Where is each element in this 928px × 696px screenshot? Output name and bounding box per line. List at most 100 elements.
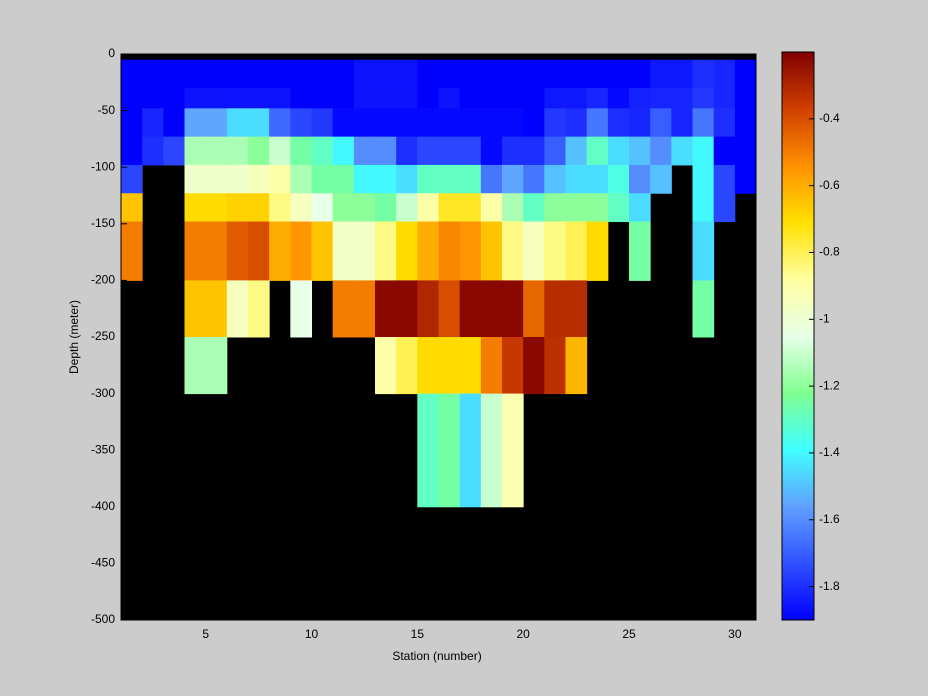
heat-cell: [184, 193, 207, 223]
heat-cell: [417, 108, 439, 138]
heat-cell: [734, 87, 757, 109]
heat-cell: [502, 193, 524, 223]
heat-cell: [121, 221, 143, 281]
y-tick-label: -350: [91, 442, 115, 456]
heat-cell: [142, 59, 164, 89]
heat-cell: [523, 221, 545, 281]
heat-cell: [417, 337, 439, 395]
heat-cell: [353, 136, 376, 166]
heat-cell: [226, 221, 249, 281]
heat-cell: [629, 136, 651, 166]
heat-cell: [692, 280, 715, 338]
x-tick-label: 30: [728, 627, 742, 641]
heat-cell: [713, 59, 736, 89]
heat-cell: [586, 164, 609, 194]
heat-cell: [480, 337, 503, 395]
colorbar: [781, 51, 815, 621]
colorbar-tick-label: -0.8: [819, 245, 840, 259]
heat-cell: [121, 193, 143, 223]
heat-cell: [269, 164, 291, 194]
heat-cell: [459, 164, 482, 194]
heat-cell: [205, 193, 228, 223]
heat-cell: [417, 164, 439, 194]
heat-cell: [586, 87, 609, 109]
heat-cell: [290, 280, 312, 338]
heat-cell: [480, 221, 503, 281]
y-tick-label: -50: [98, 103, 116, 117]
heat-cell: [290, 108, 312, 138]
heat-cell: [311, 108, 334, 138]
heat-cell: [205, 108, 228, 138]
heat-cell: [438, 280, 461, 338]
heat-cell: [523, 136, 545, 166]
heat-cell: [671, 136, 693, 166]
heat-cell: [692, 59, 715, 89]
heat-cell: [121, 59, 143, 89]
heat-cell: [163, 87, 185, 109]
x-tick-label: 5: [202, 627, 209, 641]
heat-cell: [375, 87, 397, 109]
heat-cell: [544, 59, 566, 89]
heat-cell: [629, 59, 651, 89]
x-axis-label: Station (number): [392, 649, 481, 663]
heat-cell: [375, 193, 397, 223]
heat-cell: [269, 59, 291, 89]
heat-cell: [226, 136, 249, 166]
heat-cell: [459, 87, 482, 109]
heat-cell: [502, 108, 524, 138]
heat-cell: [142, 108, 164, 138]
heat-cell: [269, 87, 291, 109]
colorbar-tick-label: -1: [819, 311, 830, 325]
colorbar-tick-label: -1.2: [819, 378, 840, 392]
heat-cell: [184, 280, 207, 338]
heat-cell: [565, 337, 588, 395]
heat-cell: [438, 221, 461, 281]
heat-cell: [544, 280, 566, 338]
y-tick-label: -150: [91, 216, 115, 230]
heat-cell: [332, 280, 355, 338]
heat-cell: [544, 337, 566, 395]
heat-cell: [459, 393, 482, 508]
heat-cell: [332, 136, 355, 166]
heat-cell: [353, 164, 376, 194]
heat-cell: [692, 87, 715, 109]
heat-cell: [502, 393, 524, 508]
heat-cell: [544, 221, 566, 281]
heat-cell: [650, 87, 672, 109]
heat-cell: [226, 59, 249, 89]
heat-cell: [417, 136, 439, 166]
heat-cell: [480, 108, 503, 138]
heat-cell: [480, 87, 503, 109]
heat-cell: [248, 87, 270, 109]
heat-cell: [692, 136, 715, 166]
heat-cell: [205, 280, 228, 338]
heat-cell: [353, 108, 376, 138]
heat-cell: [502, 164, 524, 194]
y-axis-label: Depth (meter): [67, 300, 81, 374]
heat-cell: [375, 280, 397, 338]
heat-cell: [290, 59, 312, 89]
heat-cell: [375, 108, 397, 138]
heat-cell: [353, 193, 376, 223]
heat-cell: [544, 87, 566, 109]
heat-cell: [121, 108, 143, 138]
heat-cell: [565, 87, 588, 109]
heat-cell: [502, 136, 524, 166]
heat-cell: [290, 193, 312, 223]
heat-cell: [629, 193, 651, 223]
heat-cell: [290, 87, 312, 109]
heat-cell: [607, 193, 630, 223]
heat-cell: [502, 337, 524, 395]
heat-cell: [205, 337, 228, 395]
heat-cell: [480, 59, 503, 89]
heat-cell: [565, 221, 588, 281]
y-tick-label: -300: [91, 386, 115, 400]
y-tick-label: -100: [91, 159, 115, 173]
heat-cell: [523, 108, 545, 138]
heat-cell: [184, 221, 207, 281]
y-tick-label: -500: [91, 612, 115, 626]
heat-cell: [375, 164, 397, 194]
x-tick-label: 25: [622, 627, 636, 641]
heat-cell: [396, 164, 418, 194]
heat-cell: [713, 108, 736, 138]
